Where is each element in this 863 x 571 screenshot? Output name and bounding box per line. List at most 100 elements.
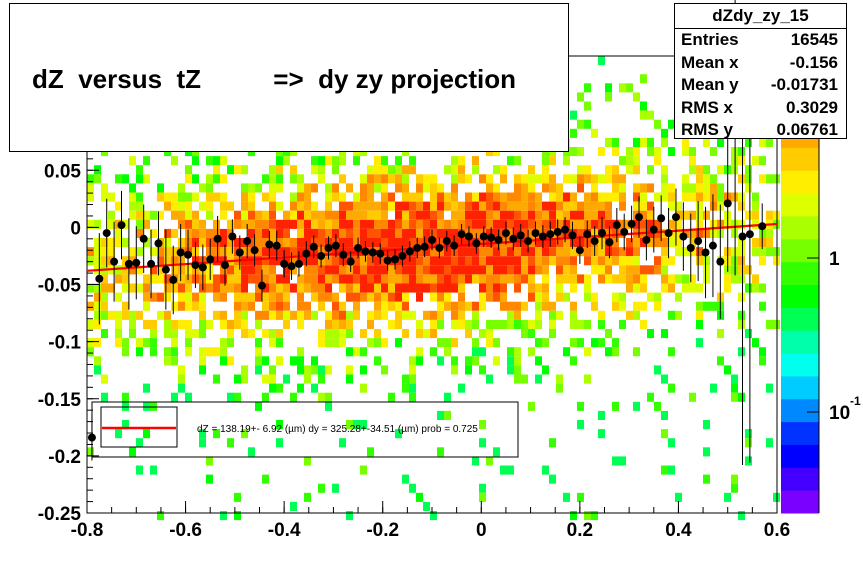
heatmap-cell	[297, 228, 304, 238]
heatmap-cell	[129, 310, 136, 320]
heatmap-cell	[325, 274, 332, 284]
heatmap-cell	[101, 183, 108, 193]
heatmap-cell	[241, 292, 248, 302]
heatmap-cell	[465, 319, 472, 329]
heatmap-cell	[598, 56, 605, 66]
heatmap-cell	[745, 265, 752, 275]
y-tick-label: 0.05	[44, 161, 81, 182]
heatmap-cell	[150, 292, 157, 302]
heatmap-cell	[234, 374, 241, 384]
heatmap-cell	[220, 283, 227, 293]
heatmap-cell	[570, 338, 577, 348]
heatmap-cell	[696, 247, 703, 257]
heatmap-cell	[178, 265, 185, 275]
heatmap-cell	[304, 265, 311, 275]
profile-point	[664, 229, 673, 238]
profile-point	[87, 433, 96, 442]
heatmap-cell	[437, 201, 444, 211]
heatmap-cell	[535, 301, 542, 311]
heatmap-cell	[129, 329, 136, 339]
heatmap-cell	[157, 192, 164, 202]
heatmap-cell	[570, 128, 577, 138]
heatmap-cell	[185, 392, 192, 402]
heatmap-cell	[647, 392, 654, 402]
heatmap-cell	[570, 274, 577, 284]
heatmap-cell	[374, 283, 381, 293]
heatmap-cell	[549, 329, 556, 339]
heatmap-cell	[731, 274, 738, 284]
heatmap-cell	[171, 256, 178, 266]
heatmap-cell	[164, 329, 171, 339]
profile-point	[198, 263, 207, 272]
heatmap-cell	[724, 274, 731, 284]
heatmap-cell	[458, 174, 465, 184]
heatmap-cell	[689, 274, 696, 284]
heatmap-cell	[122, 338, 129, 348]
heatmap-cell	[689, 147, 696, 157]
heatmap-cell	[402, 474, 409, 484]
heatmap-cell	[605, 165, 612, 175]
heatmap-cell	[703, 301, 710, 311]
heatmap-cell	[262, 356, 269, 366]
heatmap-cell	[262, 219, 269, 229]
heatmap-cell	[738, 310, 745, 320]
heatmap-cell	[248, 265, 255, 275]
heatmap-cell	[136, 201, 143, 211]
heatmap-cell	[584, 256, 591, 266]
heatmap-cell	[507, 310, 514, 320]
stats-row-rms-x: RMS x 0.3029	[675, 97, 846, 120]
heatmap-cell	[143, 238, 150, 248]
heatmap-cell	[276, 201, 283, 211]
heatmap-cell	[731, 192, 738, 202]
heatmap-cell	[493, 265, 500, 275]
heatmap-cell	[360, 365, 367, 375]
heatmap-cell	[605, 219, 612, 229]
heatmap-cell	[647, 329, 654, 339]
heatmap-cell	[367, 174, 374, 184]
heatmap-cell	[381, 365, 388, 375]
heatmap-cell	[304, 219, 311, 229]
heatmap-cell	[521, 329, 528, 339]
heatmap-cell	[514, 365, 521, 375]
heatmap-cell	[570, 147, 577, 157]
y-tick-label: -0.05	[38, 276, 82, 297]
heatmap-cell	[577, 274, 584, 284]
heatmap-cell	[269, 192, 276, 202]
heatmap-cell	[402, 247, 409, 257]
heatmap-cell	[269, 338, 276, 348]
heatmap-cell	[150, 465, 157, 475]
profile-point	[642, 235, 651, 244]
heatmap-cell	[717, 329, 724, 339]
stats-histogram-name: dZdy_zy_15	[675, 4, 846, 29]
heatmap-cell	[479, 256, 486, 266]
heatmap-cell	[297, 274, 304, 284]
heatmap-cell	[276, 156, 283, 166]
heatmap-cell	[402, 192, 409, 202]
heatmap-cell	[563, 192, 570, 202]
heatmap-cell	[766, 319, 773, 329]
heatmap-cell	[241, 274, 248, 284]
profile-point	[169, 275, 178, 284]
heatmap-cell	[703, 165, 710, 175]
heatmap-cell	[416, 283, 423, 293]
heatmap-cell	[731, 483, 738, 493]
stats-value: -0.156	[789, 52, 838, 72]
heatmap-cell	[416, 210, 423, 220]
heatmap-cell	[577, 420, 584, 430]
heatmap-cell	[521, 192, 528, 202]
heatmap-cell	[486, 283, 493, 293]
heatmap-cell	[136, 247, 143, 257]
heatmap-cell	[241, 210, 248, 220]
heatmap-cell	[346, 219, 353, 229]
heatmap-cell	[304, 365, 311, 375]
heatmap-cell	[759, 301, 766, 311]
heatmap-cell	[220, 338, 227, 348]
heatmap-cell	[269, 201, 276, 211]
heatmap-cell	[157, 256, 164, 266]
heatmap-cell	[472, 456, 479, 466]
heatmap-cell	[339, 274, 346, 284]
heatmap-cell	[416, 265, 423, 275]
heatmap-cell	[199, 183, 206, 193]
heatmap-cell	[682, 274, 689, 284]
heatmap-cell	[101, 283, 108, 293]
